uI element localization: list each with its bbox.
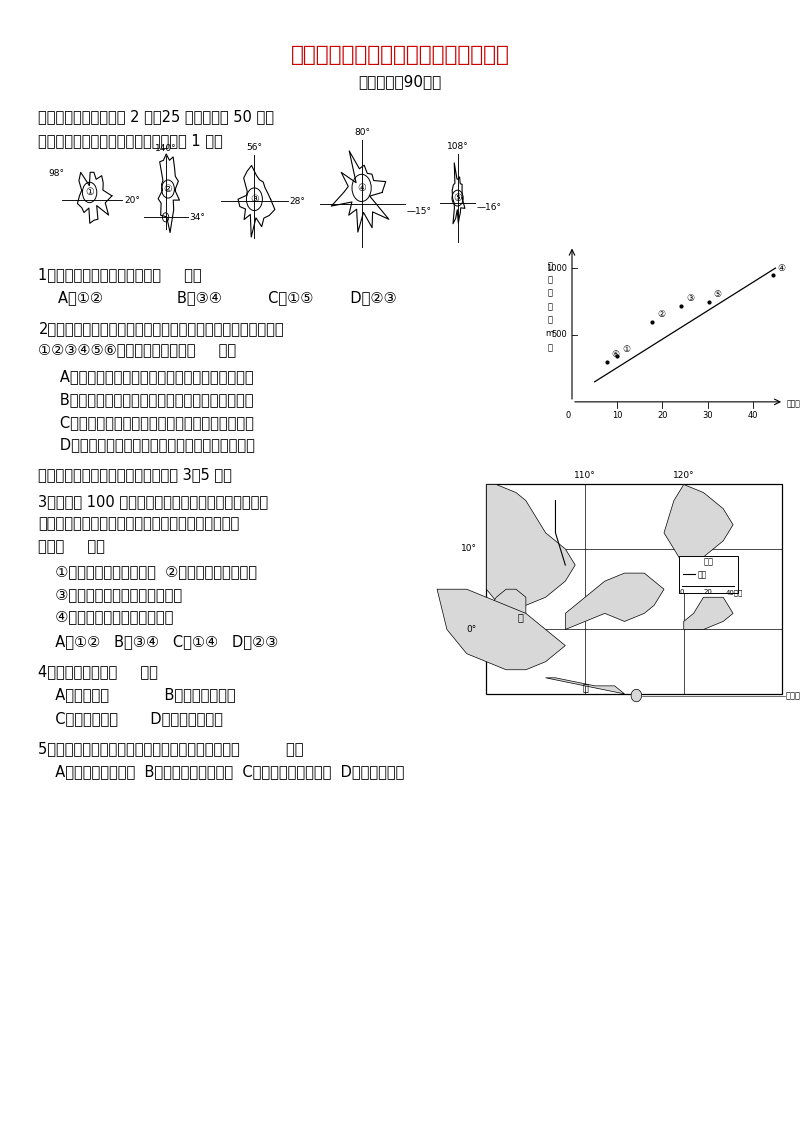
Text: 大石中学高二上第一学月考试地理试题: 大石中学高二上第一学月考试地理试题: [290, 45, 510, 66]
Text: m: m: [546, 329, 554, 338]
Bar: [486, 484, 782, 694]
Polygon shape: [437, 589, 566, 670]
Text: 1．位于东南亚的一组国家是（     ）。: 1．位于东南亚的一组国家是（ ）。: [38, 267, 202, 283]
Text: 20: 20: [657, 411, 668, 420]
Text: 乙: 乙: [518, 612, 524, 623]
Text: 20: 20: [704, 589, 713, 595]
Text: ③水热资源丰富，便于发展农业: ③水热资源丰富，便于发展农业: [46, 586, 182, 602]
Text: ①: ①: [622, 345, 630, 354]
Text: 均: 均: [547, 275, 552, 284]
Polygon shape: [566, 573, 664, 629]
Text: 80°: 80°: [354, 128, 370, 137]
Text: A．地形以山地为主  B．属于热带雨林气候  C．地势中间高四周低  D．河流流程长: A．地形以山地为主 B．属于热带雨林气候 C．地势中间高四周低 D．河流流程长: [46, 764, 405, 780]
Polygon shape: [486, 484, 575, 614]
Text: 3．甲岛有 100 多座火山，但这里是其所属国家传统的: 3．甲岛有 100 多座火山，但这里是其所属国家传统的: [38, 494, 269, 509]
Text: C．大洋洲．南美洲．北美洲．亚洲．非洲．欧洲: C．大洋洲．南美洲．北美洲．亚洲．非洲．欧洲: [46, 414, 254, 430]
Text: 甲: 甲: [582, 683, 588, 693]
Text: 0°: 0°: [466, 625, 477, 634]
Text: 30: 30: [702, 411, 713, 420]
Text: 因是（     ）。: 因是（ ）。: [38, 539, 106, 555]
Text: A．欧洲．南美洲．北美洲．亚洲．非洲．大洋洲: A．欧洲．南美洲．北美洲．亚洲．非洲．大洋洲: [46, 369, 254, 385]
Text: A．曼德海峡            B．直布罗陀海峡: A．曼德海峡 B．直布罗陀海峡: [46, 687, 236, 703]
Polygon shape: [684, 598, 733, 629]
Text: ①②③④⑤⑥表示的大洲依次是（     ）。: ①②③④⑤⑥表示的大洲依次是（ ）。: [38, 342, 237, 358]
Text: 0: 0: [566, 411, 570, 420]
Text: 34°: 34°: [190, 213, 206, 222]
Text: 110°: 110°: [574, 471, 596, 480]
Text: 比较下面五个亚洲国家示意图，回答第 1 题。: 比较下面五个亚洲国家示意图，回答第 1 题。: [38, 132, 223, 148]
Text: 右图为世界某区域示意图，读图回答 3～5 题。: 右图为世界某区域示意图，读图回答 3～5 题。: [38, 466, 232, 482]
Text: ③: ③: [250, 195, 258, 204]
Text: ①: ①: [86, 188, 94, 197]
Text: 28°: 28°: [290, 197, 306, 206]
Text: 120°: 120°: [673, 471, 694, 480]
Text: （: （: [547, 316, 552, 325]
Text: C．马六甲海峡       D．霍尔木兹海峡: C．马六甲海峡 D．霍尔木兹海峡: [46, 711, 223, 727]
Text: 海: 海: [547, 289, 552, 298]
Text: ①岛屿面积是该国最大的  ②火山灰形成的土壤肥: ①岛屿面积是该国最大的 ②火山灰形成的土壤肥: [46, 564, 258, 580]
Text: 56°: 56°: [246, 143, 262, 152]
Text: 1000: 1000: [546, 264, 567, 273]
Polygon shape: [631, 689, 642, 702]
Text: 巴厘岛: 巴厘岛: [786, 691, 800, 700]
Text: 20°: 20°: [124, 196, 140, 205]
Text: ④地势平坦，便于发展种植业: ④地势平坦，便于发展种植业: [46, 609, 174, 625]
Text: 10°: 10°: [461, 544, 477, 554]
Text: 河流: 河流: [698, 569, 706, 578]
Text: 10: 10: [612, 411, 622, 420]
Text: 2．右图是除南极洲以外的各大洲面积与平均海拔示意图，图中: 2．右图是除南极洲以外的各大洲面积与平均海拔示意图，图中: [38, 320, 284, 336]
Text: 5．有关巴厘岛自然特征的描述，不符合实际的是（          ）。: 5．有关巴厘岛自然特征的描述，不符合实际的是（ ）。: [38, 740, 304, 756]
Text: ）: ）: [547, 343, 552, 352]
Text: ④: ④: [358, 183, 366, 192]
Polygon shape: [546, 678, 625, 694]
Text: 考试时间：90分钟: 考试时间：90分钟: [358, 74, 442, 89]
Text: ⑥: ⑥: [612, 351, 620, 360]
Text: 图例: 图例: [703, 558, 714, 567]
Text: 40: 40: [748, 411, 758, 420]
Polygon shape: [664, 484, 733, 565]
Polygon shape: [491, 589, 526, 621]
Text: 4．图中乙海峡为（     ）。: 4．图中乙海峡为（ ）。: [38, 663, 158, 679]
Text: A．①②                B．③④          C．①⑤        D．②③: A．①② B．③④ C．①⑤ D．②③: [58, 290, 396, 306]
Text: 拔: 拔: [547, 302, 552, 311]
Text: 40千米: 40千米: [726, 589, 742, 595]
Bar: [679, 556, 738, 593]
Text: 0: 0: [680, 589, 684, 595]
Text: ③: ③: [686, 294, 694, 303]
Text: ④: ④: [778, 264, 786, 273]
Text: 平: 平: [547, 261, 552, 271]
Text: 一．单项选择题（每题 2 分，25 个小题，共 50 分）: 一．单项选择题（每题 2 分，25 个小题，共 50 分）: [38, 109, 274, 125]
Text: 政治．经济与文化中心，其最初吸引人居住的主要原: 政治．经济与文化中心，其最初吸引人居住的主要原: [38, 516, 240, 532]
Text: 500: 500: [551, 331, 567, 340]
Text: A．①②   B．③④   C．①④   D．②③: A．①② B．③④ C．①④ D．②③: [46, 634, 278, 650]
Text: ②: ②: [658, 310, 666, 319]
Text: D．南美洲．北美洲．大洋洲．非洲．亚洲．欧洲: D．南美洲．北美洲．大洋洲．非洲．亚洲．欧洲: [46, 437, 255, 453]
Text: ⑤: ⑤: [454, 194, 462, 203]
Text: ②: ②: [164, 185, 172, 194]
Text: 面积（×10⁶km²）: 面积（×10⁶km²）: [786, 398, 800, 408]
Text: —16°: —16°: [477, 203, 502, 212]
Text: 98°: 98°: [48, 169, 64, 178]
Text: —15°: —15°: [406, 207, 431, 216]
Text: ⑤: ⑤: [714, 290, 722, 299]
Text: 140°: 140°: [154, 144, 177, 153]
Text: B．大洋洲．欧洲．南美洲．亚洲．非洲．北美洲: B．大洋洲．欧洲．南美洲．亚洲．非洲．北美洲: [46, 392, 254, 408]
Text: 108°: 108°: [446, 142, 469, 151]
